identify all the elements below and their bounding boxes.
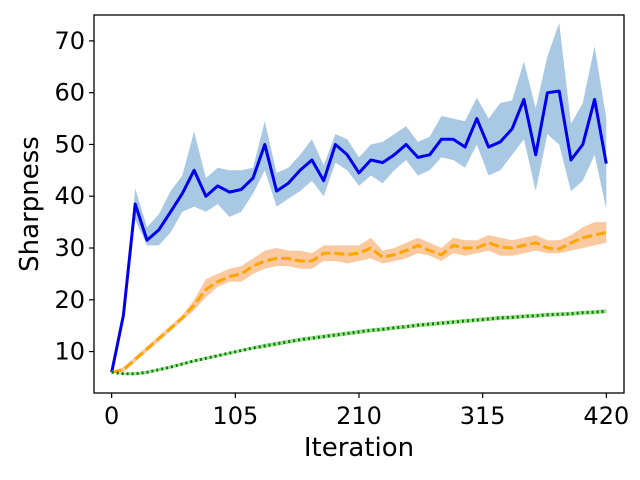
y-tick-label: 20: [54, 286, 85, 314]
band-green: [111, 309, 607, 376]
y-tick-label: 10: [54, 338, 85, 366]
confidence-bands: [111, 22, 607, 376]
x-tick-label: 315: [460, 402, 506, 430]
series-line-green: [111, 309, 607, 376]
x-tick-label: 0: [104, 402, 119, 430]
x-axis: 0 105 210 315 420: [104, 393, 629, 430]
series-lines: [110, 89, 608, 376]
x-axis-title: Iteration: [304, 433, 414, 463]
band-blue: [111, 22, 607, 373]
y-tick-label: 60: [54, 79, 85, 107]
x-tick-label: 210: [336, 402, 382, 430]
y-tick-label: 30: [54, 234, 85, 262]
y-axis-title: Sharpness: [15, 136, 45, 272]
y-tick-label: 50: [54, 130, 85, 158]
y-tick-label: 40: [54, 182, 85, 210]
x-tick-label: 105: [212, 402, 258, 430]
x-tick-label: 420: [583, 402, 629, 430]
series-line-blue: [110, 89, 608, 373]
band-orange: [111, 222, 607, 373]
y-axis: 10 20 30 40 50 60 70: [54, 27, 94, 366]
series-line-orange: [111, 231, 607, 374]
y-tick-label: 70: [54, 27, 85, 55]
